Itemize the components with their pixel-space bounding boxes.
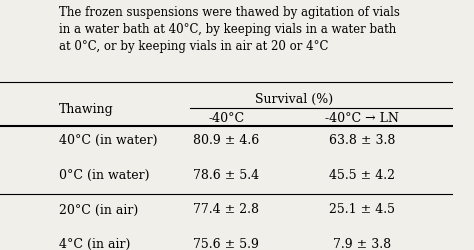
Text: 20°C (in air): 20°C (in air)	[59, 204, 138, 216]
Text: 7.9 ± 3.8: 7.9 ± 3.8	[333, 238, 391, 250]
Text: 0°C (in water): 0°C (in water)	[59, 169, 149, 182]
Text: 40°C (in water): 40°C (in water)	[59, 134, 157, 147]
Text: 25.1 ± 4.5: 25.1 ± 4.5	[329, 204, 395, 216]
Text: 4°C (in air): 4°C (in air)	[59, 238, 130, 250]
Text: -40°C: -40°C	[208, 112, 245, 124]
Text: Thawing: Thawing	[59, 103, 114, 116]
Text: 45.5 ± 4.2: 45.5 ± 4.2	[329, 169, 395, 182]
Text: Survival (%): Survival (%)	[255, 93, 333, 106]
Text: 75.6 ± 5.9: 75.6 ± 5.9	[193, 238, 259, 250]
Text: 77.4 ± 2.8: 77.4 ± 2.8	[193, 204, 259, 216]
Text: The frozen suspensions were thawed by agitation of vials
in a water bath at 40°C: The frozen suspensions were thawed by ag…	[59, 6, 400, 53]
Text: 63.8 ± 3.8: 63.8 ± 3.8	[329, 134, 395, 147]
Text: 80.9 ± 4.6: 80.9 ± 4.6	[193, 134, 259, 147]
Text: 78.6 ± 5.4: 78.6 ± 5.4	[193, 169, 259, 182]
Text: -40°C → LN: -40°C → LN	[325, 112, 399, 124]
